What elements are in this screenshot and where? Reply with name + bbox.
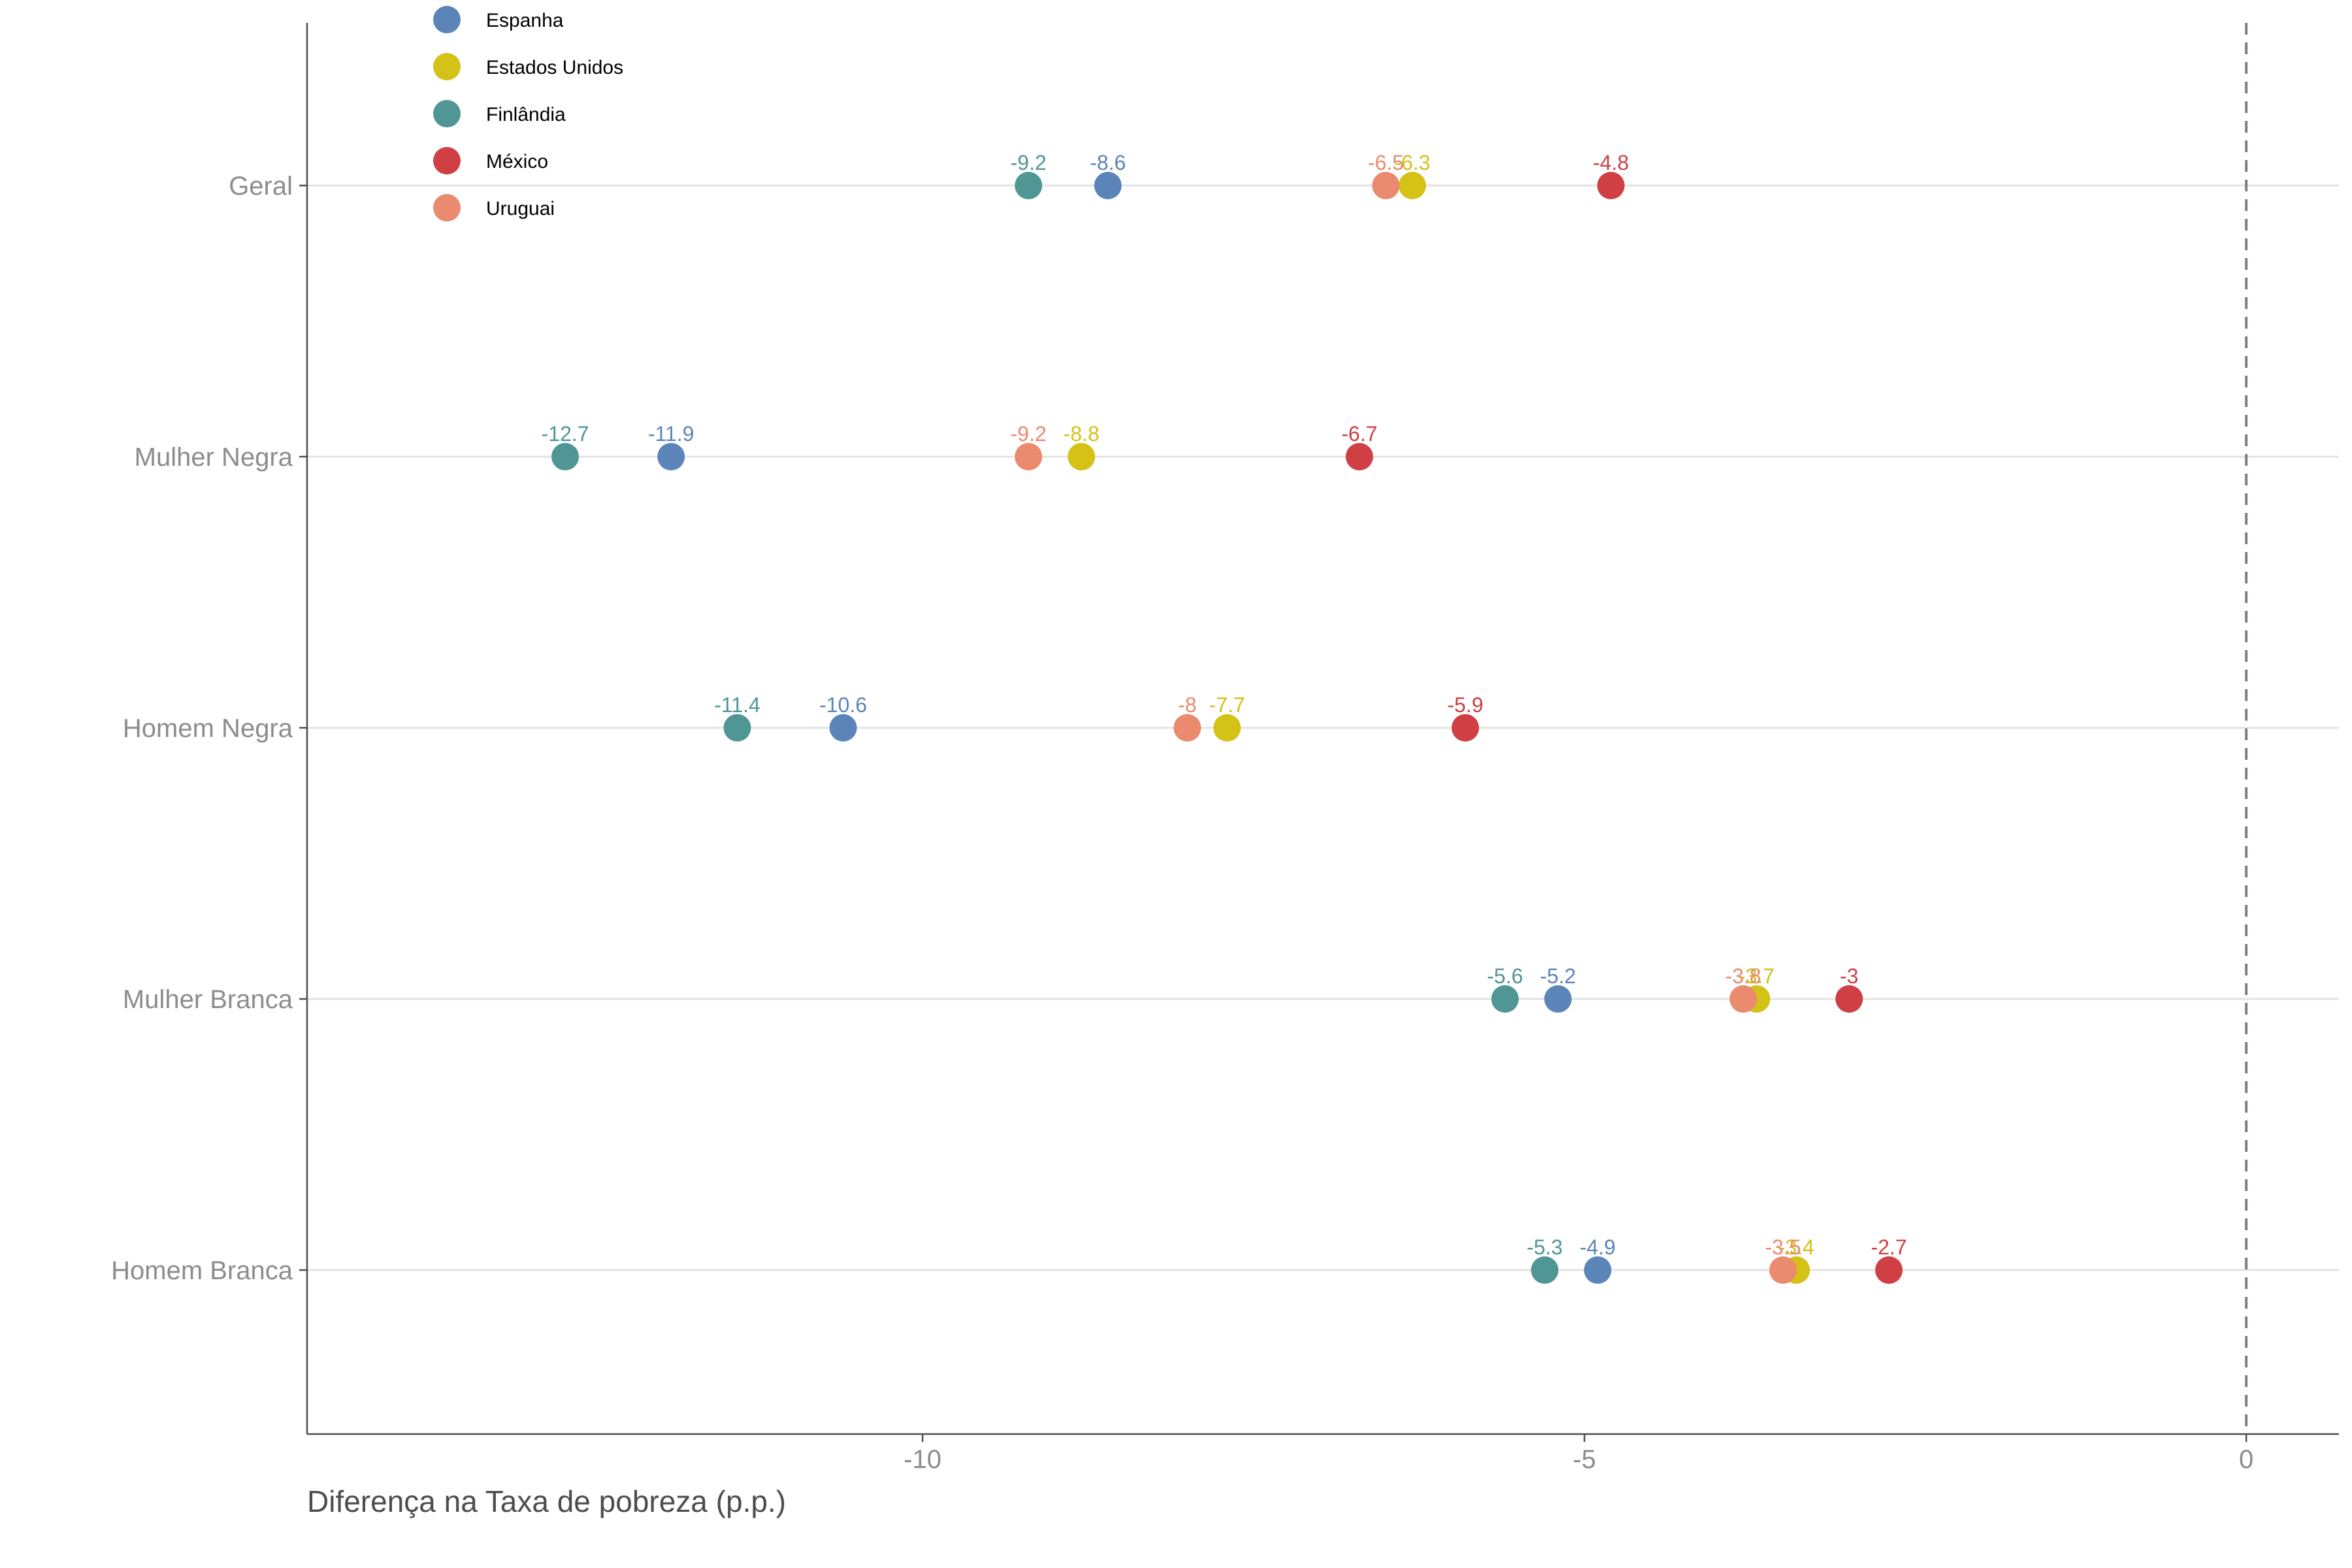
data-point (1491, 985, 1519, 1013)
y-tick-label: Homem Branca (111, 1256, 293, 1285)
data-point (1544, 985, 1572, 1013)
data-label: -3 (1840, 964, 1858, 988)
x-tick-label: -10 (904, 1445, 941, 1474)
axes: Geral Mulher Negra Homem Negra Mulher Branc… (111, 23, 2339, 1474)
data-label: -4.9 (1580, 1235, 1616, 1259)
data-label: -12.7 (542, 422, 589, 446)
gridlines (307, 184, 2339, 1271)
data-point (1345, 443, 1373, 470)
data-point (1398, 172, 1426, 199)
data-label: -9.2 (1011, 151, 1047, 174)
data-label: -6.5 (1368, 151, 1404, 174)
data-point (1875, 1256, 1903, 1284)
data-point (1015, 172, 1043, 199)
legend-swatch (433, 147, 461, 174)
data-label: -5.3 (1527, 1235, 1563, 1259)
data-label: -8 (1178, 693, 1196, 717)
data-label: -11.4 (714, 693, 760, 717)
y-tick-label: Homem Negra (123, 714, 293, 743)
data-point (829, 714, 857, 742)
data-label: -11.9 (648, 422, 694, 446)
legend-label: Estados Unidos (486, 57, 623, 78)
data-label: -2.7 (1871, 1235, 1907, 1259)
legend: Espanha Estados Unidos Finlândia México Urug… (433, 6, 623, 221)
legend-swatch (433, 194, 461, 221)
data-label: -3.8 (1725, 964, 1761, 988)
legend-label: Uruguai (486, 198, 555, 220)
x-tick-label: -5 (1573, 1445, 1596, 1474)
data-label: -10.6 (819, 693, 867, 717)
legend-label: Espanha (486, 10, 564, 31)
data-point (657, 443, 685, 470)
data-point (1835, 985, 1863, 1013)
data-label: -8.6 (1090, 151, 1126, 174)
y-tick-label: Mulher Branca (123, 985, 293, 1014)
data-point (1372, 172, 1400, 199)
data-label: -8.8 (1064, 422, 1100, 446)
legend-label: Finlândia (486, 104, 566, 125)
data-point (723, 714, 751, 742)
data-label: -9.2 (1011, 422, 1047, 446)
data-label: -3.7 (1739, 964, 1774, 988)
legend-swatch (433, 100, 461, 127)
data-labels: -8.6-11.9-10.6-5.2-4.9-6.3-8.8-7.7-3.7-3… (542, 151, 1907, 1259)
data-point (1531, 1256, 1559, 1284)
data-point (1213, 714, 1241, 742)
data-points (551, 172, 1903, 1284)
data-point (551, 443, 580, 470)
data-label: -6.3 (1394, 151, 1430, 174)
data-point (1729, 985, 1757, 1013)
data-point (1597, 172, 1625, 199)
x-axis-title: Diferença na Taxa de pobreza (p.p.) (307, 1484, 786, 1518)
data-label: -5.6 (1487, 964, 1523, 988)
data-label: -3.5 (1765, 1235, 1801, 1259)
legend-label: México (486, 151, 548, 172)
data-point (1068, 443, 1096, 470)
data-point (1451, 714, 1479, 742)
data-point (1173, 714, 1201, 742)
legend-swatch (433, 53, 461, 80)
data-point (1769, 1256, 1797, 1284)
data-label: -5.2 (1540, 964, 1576, 988)
legend-swatch (433, 6, 461, 33)
data-label: -7.7 (1209, 693, 1245, 717)
data-label: -3.4 (1778, 1235, 1814, 1259)
data-point (1015, 443, 1043, 470)
data-label: -5.9 (1447, 693, 1483, 717)
y-tick-label: Geral (229, 172, 293, 201)
x-tick-label: 0 (2239, 1445, 2253, 1474)
data-label: -4.8 (1593, 151, 1629, 174)
y-tick-label: Mulher Negra (135, 443, 293, 472)
data-label: -6.7 (1341, 422, 1377, 446)
data-point (1094, 172, 1122, 199)
data-point (1584, 1256, 1612, 1284)
